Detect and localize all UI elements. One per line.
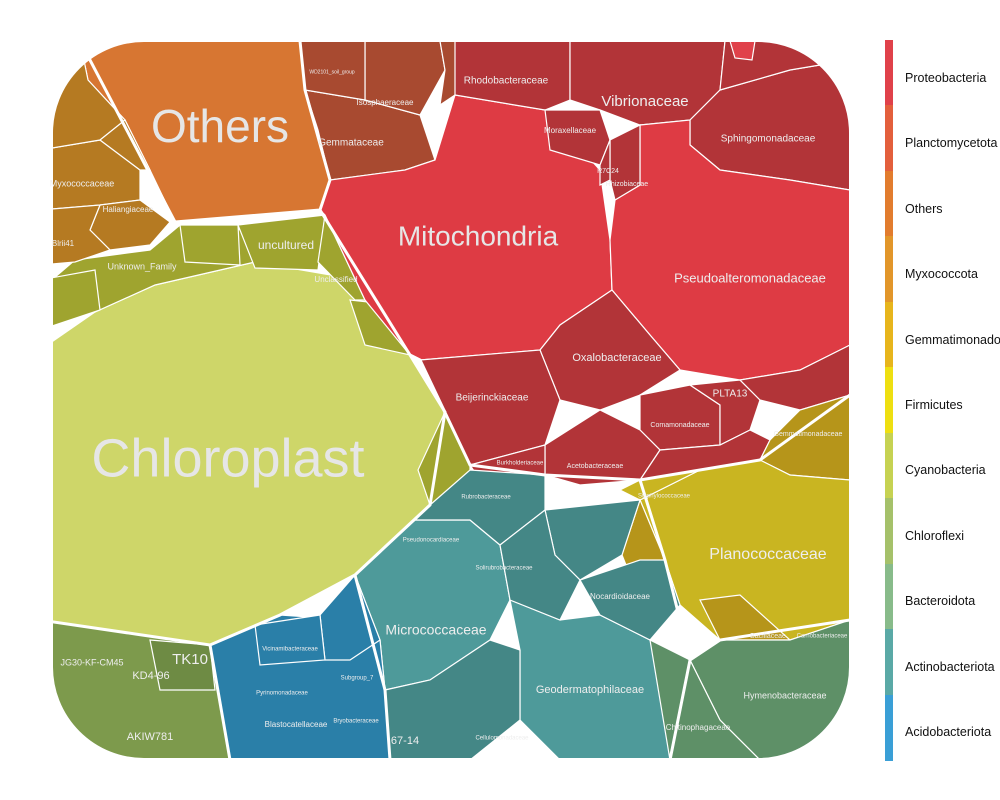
- cell-label: WD2101_soil_group: [309, 69, 355, 75]
- cell-label: Nocardioidaceae: [590, 592, 651, 601]
- cell-label: Vibrionaceae: [601, 93, 688, 110]
- cell-label: R7C24: [597, 168, 619, 175]
- cell-label: Subgroup_7: [341, 676, 374, 682]
- cell-label: Oxalobacteraceae: [572, 352, 661, 364]
- cell-label: PLTA13: [713, 389, 748, 400]
- legend-label: Others: [905, 201, 943, 216]
- group-label: Others: [151, 100, 289, 152]
- cell-label: Gemmataceae: [318, 138, 384, 149]
- cell-label: Unclassified: [314, 275, 357, 284]
- cell-rhodobacteraceae: [454, 41, 571, 111]
- cell-label: AKIW781: [127, 731, 173, 743]
- cell-label: Acetobacteraceae: [567, 463, 624, 470]
- legend-color-9: [885, 629, 893, 696]
- cell-label: Isosphaeraceae: [357, 98, 414, 107]
- group-label: Chloroplast: [91, 428, 364, 488]
- legend-color-10: [885, 694, 893, 761]
- legend-color-3: [885, 236, 893, 303]
- cell-label: Pseudoalteromonadaceae: [674, 270, 826, 285]
- cell-label: Moraxellaceae: [544, 126, 597, 135]
- cell-label: Carnobacteriaceae: [797, 634, 848, 640]
- cell-label: Unknown_Family: [107, 261, 177, 271]
- legend-label: Chloroflexi: [905, 528, 965, 543]
- legend-color-5: [885, 367, 893, 434]
- cell-label: Rhodobacteraceae: [464, 76, 549, 87]
- legend: Proteobacteria Planctomycetota Others Myxoc…: [880, 40, 1000, 761]
- legend-color-1: [885, 105, 893, 172]
- cell-label: Blastocatellaceae: [265, 720, 328, 729]
- cell-label: 67-14: [391, 735, 419, 747]
- cell-vicinamibacteraceae: [254, 614, 326, 666]
- cell-actino-mid: [499, 508, 581, 621]
- legend-label: Gemmatimonadota: [905, 332, 1000, 347]
- cell-label: Vicinamibacteraceae: [262, 647, 318, 653]
- cell-label: Bryobacteraceae: [333, 719, 379, 725]
- cell-label: JG30-KF-CM45: [60, 657, 123, 667]
- cell-cyano-xenococcaceae: [179, 224, 241, 266]
- cell-cyano-phormidiaceae: [52, 269, 101, 331]
- cell-label: Pyrinomonadaceae: [256, 691, 308, 697]
- cell-label: KD4-96: [132, 670, 169, 682]
- cell-label: Hymenobacteraceae: [743, 690, 826, 700]
- cell-nocardioidaceae: [579, 559, 681, 641]
- legend-label: Myxococcota: [905, 267, 978, 282]
- cell-label: uncultured: [258, 238, 314, 252]
- cell-actino-bottom: [384, 639, 521, 759]
- cell-label: Chitinophagaceae: [666, 723, 731, 732]
- cell-proteo-right: [738, 344, 850, 411]
- legend-color-0: [885, 40, 893, 107]
- cell-label: Rubrobacteraceae: [461, 495, 511, 501]
- cell-label: Solirubrobacteraceae: [475, 566, 533, 572]
- cell-label: Cellulomonadaceae: [475, 736, 529, 742]
- cell-label: Haliangiaceae: [103, 205, 154, 214]
- group-label: Planococcaceae: [709, 546, 827, 563]
- cell-cyano-uncultured: [237, 214, 326, 271]
- legend-label: Actinobacteriota: [905, 659, 995, 674]
- cell-proteo-tiny: [729, 41, 756, 61]
- cell-blrii41: [52, 204, 112, 266]
- group-label: Mitochondria: [398, 220, 559, 251]
- legend-label: Bacteroidota: [905, 594, 976, 609]
- legend-color-7: [885, 498, 893, 565]
- group-label: Micrococcaceae: [385, 622, 486, 638]
- legend-color-4: [885, 301, 893, 369]
- legend-color-8: [885, 563, 893, 631]
- cell-label: Pseudonocardiaceae: [403, 538, 460, 544]
- cell-label: Geodermatophilaceae: [536, 684, 644, 696]
- cell-label: Rhizobiaceae: [606, 181, 649, 188]
- cell-r7c24: [599, 139, 611, 186]
- cell-label: Gemmatimonadaceae: [774, 431, 843, 438]
- legend-label: Acidobacteriota: [905, 725, 992, 740]
- cell-label: Comamonadaceae: [650, 422, 709, 429]
- cell-label: TK10: [172, 651, 208, 668]
- legend-color-6: [885, 432, 893, 500]
- cell-label: Staphylococcaceae: [638, 494, 691, 500]
- cell-label: Burkholderiaceae: [497, 461, 544, 467]
- legend-label: Cyanobacteria: [905, 463, 986, 478]
- cell-label: Myxococcaceae: [50, 178, 115, 188]
- cell-myxo-mid: [99, 119, 151, 171]
- legend-label: Proteobacteria: [905, 70, 987, 85]
- cell-label: Beijerinckiaceae: [456, 393, 529, 404]
- legend-label: Planctomycetota: [905, 136, 998, 151]
- cell-label: Blrii41: [52, 239, 75, 248]
- legend-color-2: [885, 170, 893, 238]
- cell-label: Bacillaceae: [750, 633, 786, 640]
- legend-label: Firmicutes: [905, 398, 963, 412]
- cell-label: Sphingomonadaceae: [721, 134, 816, 145]
